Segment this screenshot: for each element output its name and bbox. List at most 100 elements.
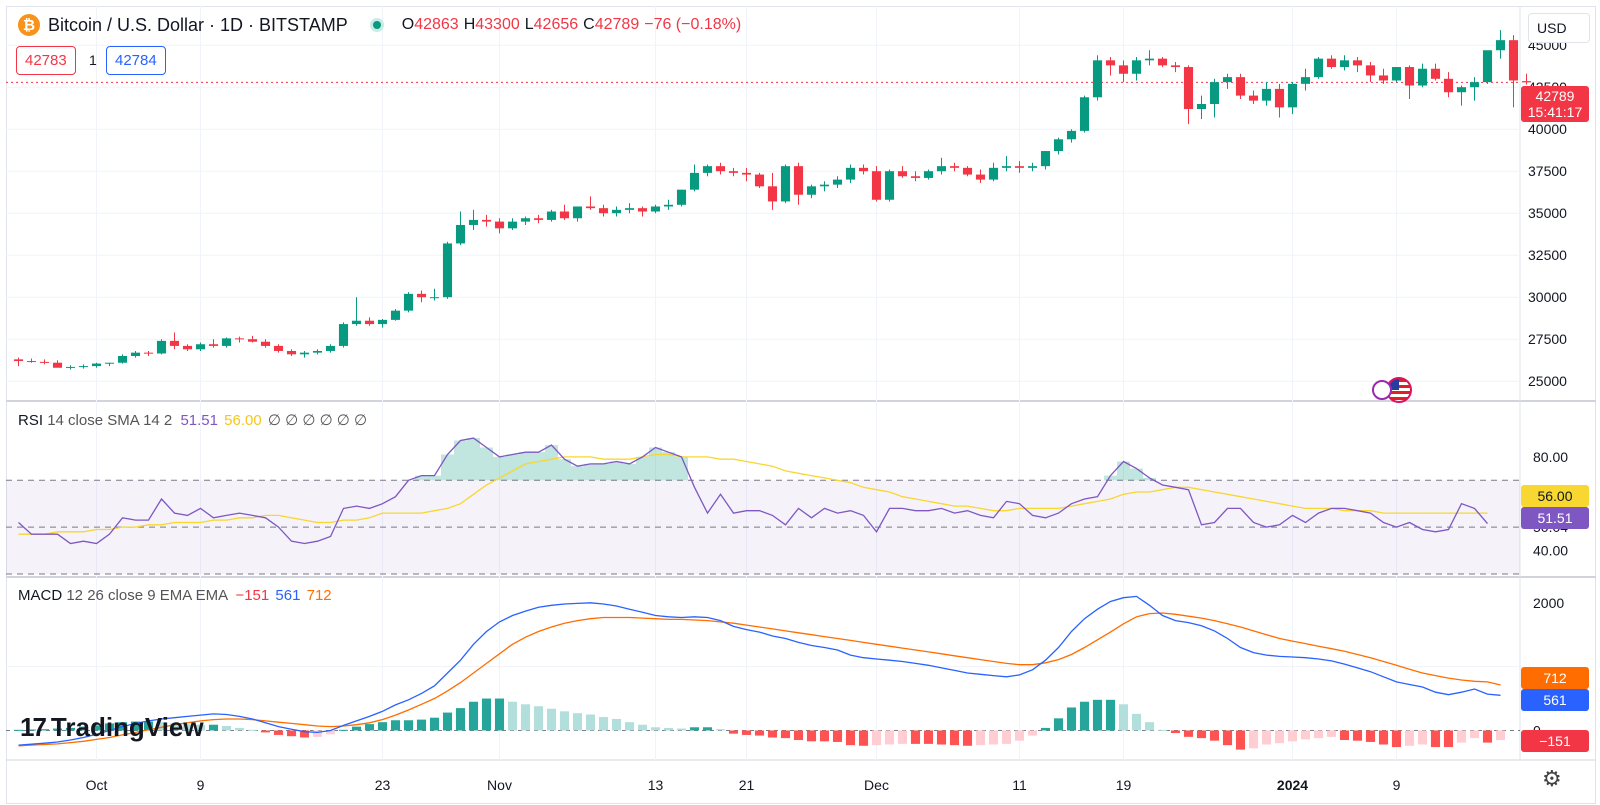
macd-histogram-bar xyxy=(1443,730,1454,748)
candle-body xyxy=(533,218,544,220)
buy-price-box[interactable]: 42784 xyxy=(106,46,166,75)
macd-histogram-bar xyxy=(845,730,856,746)
time-axis-label: 13 xyxy=(648,777,664,793)
macd-histogram-bar xyxy=(1482,730,1493,743)
macd-histogram-bar xyxy=(429,717,440,731)
price-axis-tick: 40000 xyxy=(1528,121,1567,137)
candle-body xyxy=(1092,60,1103,98)
candle-body xyxy=(1170,65,1181,68)
rsi-legend-name[interactable]: RSI xyxy=(18,412,44,429)
currency-label: USD xyxy=(1537,20,1567,36)
candle-body xyxy=(1053,139,1064,152)
macd-histogram-bar xyxy=(1456,730,1467,743)
price-axis-tick: 37500 xyxy=(1528,163,1567,179)
currency-selector[interactable]: USD xyxy=(1528,13,1590,43)
macd-histogram-bar xyxy=(923,730,934,744)
macd-legend: MACD 12 26 close 9 EMA EMA −151 561 712 xyxy=(18,587,332,604)
macd-histogram-bar xyxy=(754,730,765,736)
candle-body xyxy=(455,224,466,244)
macd-histogram-bar xyxy=(78,726,89,731)
candle-body xyxy=(247,339,258,342)
candle-body xyxy=(650,206,661,212)
candle-body xyxy=(897,171,908,177)
candle-body xyxy=(182,345,193,350)
candle-body xyxy=(143,352,154,354)
candle-body xyxy=(793,166,804,195)
rsi-legend-sma: 56.00 xyxy=(224,412,262,429)
macd-histogram-bar xyxy=(1313,730,1324,739)
macd-histogram-bar xyxy=(1326,730,1337,737)
macd-histogram-bar xyxy=(39,729,50,731)
macd-histogram-bar xyxy=(182,724,193,731)
candle-body xyxy=(1066,130,1077,140)
candle-body xyxy=(598,208,609,214)
macd-histogram-bar xyxy=(1274,730,1285,744)
settings-gear-icon[interactable]: ⚙ xyxy=(1542,766,1562,791)
macd-legend-name[interactable]: MACD xyxy=(18,587,63,604)
candle-body xyxy=(130,352,141,356)
market-status-icon[interactable] xyxy=(369,18,384,32)
price-axis-tick: 32500 xyxy=(1528,247,1567,263)
macd-histogram-bar xyxy=(598,717,609,731)
symbol-legend: ₿ Bitcoin / U.S. Dollar · 1D · BITSTAMP … xyxy=(18,14,741,36)
candle-body xyxy=(572,206,583,219)
candle-body xyxy=(91,363,102,367)
macd-histogram-bar xyxy=(273,730,284,735)
candle-body xyxy=(78,366,89,368)
candle-body xyxy=(364,320,375,325)
macd-legend-signal: 712 xyxy=(306,587,332,604)
rsi-legend-empty-values: ∅ ∅ ∅ ∅ ∅ ∅ xyxy=(267,412,368,429)
rsi-overbought-fill xyxy=(415,438,1156,481)
candle-body xyxy=(429,297,440,299)
macd-histogram-bar xyxy=(936,730,947,745)
candle-body xyxy=(1313,58,1324,78)
macd-histogram-bar xyxy=(793,730,804,741)
symbol-title[interactable]: Bitcoin / U.S. Dollar · 1D · BITSTAMP xyxy=(48,14,348,35)
macd-histogram-bar xyxy=(884,730,895,745)
macd-histogram-bar xyxy=(767,730,778,738)
chart-frame xyxy=(6,6,1596,804)
time-axis-label: 21 xyxy=(739,777,755,793)
candle-body xyxy=(663,204,674,207)
candle-body xyxy=(1287,83,1298,108)
candle-body xyxy=(1001,166,1012,168)
economic-event-icon[interactable] xyxy=(1372,380,1392,400)
macd-histogram-bar xyxy=(104,723,115,731)
candle-body xyxy=(507,221,518,229)
macd-histogram-bar xyxy=(416,719,427,731)
candle-body xyxy=(1235,77,1246,96)
ohlc-item: C42789 xyxy=(583,16,639,34)
candle-body xyxy=(403,293,414,311)
rsi-legend-params: 14 close SMA 14 2 xyxy=(47,412,173,429)
macd-histogram-bar xyxy=(1235,730,1246,750)
bar-countdown: 15:41:17 xyxy=(1527,104,1583,120)
ohlc-item: H43300 xyxy=(464,16,520,34)
macd-histogram-bar xyxy=(1391,730,1402,748)
macd-histogram-bar xyxy=(403,720,414,731)
macd-histogram-bar xyxy=(962,730,973,746)
macd-histogram-bar xyxy=(1118,704,1129,731)
candle-body xyxy=(1339,60,1350,68)
macd-histogram-bar xyxy=(858,730,869,746)
macd-histogram-bar xyxy=(949,730,960,746)
spread-value: 1 xyxy=(89,52,97,68)
candle-body xyxy=(806,186,817,195)
macd-histogram-bar xyxy=(390,720,401,731)
macd-histogram-bar xyxy=(260,730,271,733)
candle-body xyxy=(1456,87,1467,93)
macd-histogram-bar xyxy=(143,721,154,731)
macd-histogram-bar xyxy=(988,730,999,745)
macd-histogram-bar xyxy=(832,730,843,742)
macd-histogram-bar xyxy=(975,730,986,746)
macd-histogram-bar xyxy=(195,724,206,731)
candle-body xyxy=(689,172,700,190)
macd-histogram-bar xyxy=(13,729,24,731)
sell-price-box[interactable]: 42783 xyxy=(16,46,76,75)
last-price-tag: 42789 15:41:17 xyxy=(1521,86,1589,122)
candle-body xyxy=(1404,67,1415,86)
rsi-sma-line xyxy=(18,453,1488,535)
candle-body xyxy=(117,356,128,363)
candle-body xyxy=(208,344,219,346)
tradingview-logo[interactable]: 17 TradingView xyxy=(20,712,204,743)
